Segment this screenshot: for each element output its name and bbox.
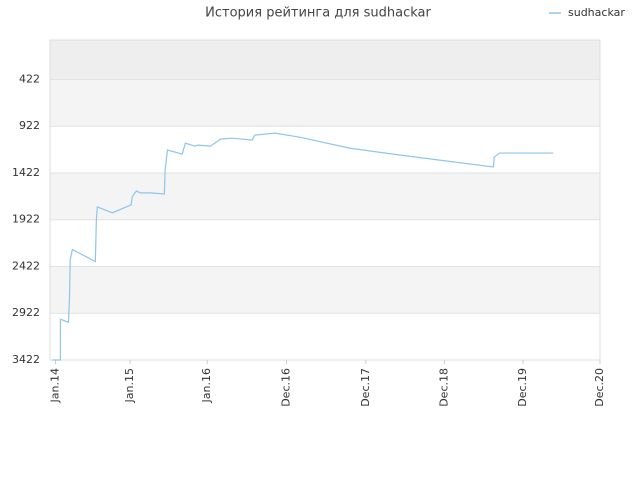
grid-band xyxy=(50,79,600,127)
x-tick-label: Dec.19 xyxy=(516,368,529,407)
x-tick-label: Jan.14 xyxy=(48,368,61,403)
grid-band xyxy=(50,172,600,220)
plot-border xyxy=(49,39,601,361)
chart-title: История рейтинга для sudhackar xyxy=(205,6,431,21)
x-tick-label: Dec.16 xyxy=(279,368,292,407)
y-tick-label: 3422 xyxy=(12,353,40,366)
line xyxy=(52,132,554,361)
x-tick-label: Dec.18 xyxy=(437,368,450,407)
grid-band xyxy=(50,126,600,173)
y-tick-label: 922 xyxy=(19,119,40,132)
y-tick-label: 2922 xyxy=(12,306,40,319)
grid-band xyxy=(50,313,600,360)
legend-label: sudhackar xyxy=(568,6,625,19)
grid-band xyxy=(50,219,600,267)
x-tick-label: Dec.20 xyxy=(593,368,606,407)
y-tick-label: 1922 xyxy=(12,213,40,226)
grid-band xyxy=(50,40,600,80)
y-tick-label: 2422 xyxy=(12,259,40,272)
x-tick-label: Jan.16 xyxy=(200,368,213,403)
x-tick-label: Jan.15 xyxy=(123,368,136,403)
y-tick-label: 422 xyxy=(19,72,40,85)
x-tick-label: Dec.17 xyxy=(359,368,372,407)
grid-band xyxy=(50,266,600,314)
y-tick-label: 1422 xyxy=(12,166,40,179)
